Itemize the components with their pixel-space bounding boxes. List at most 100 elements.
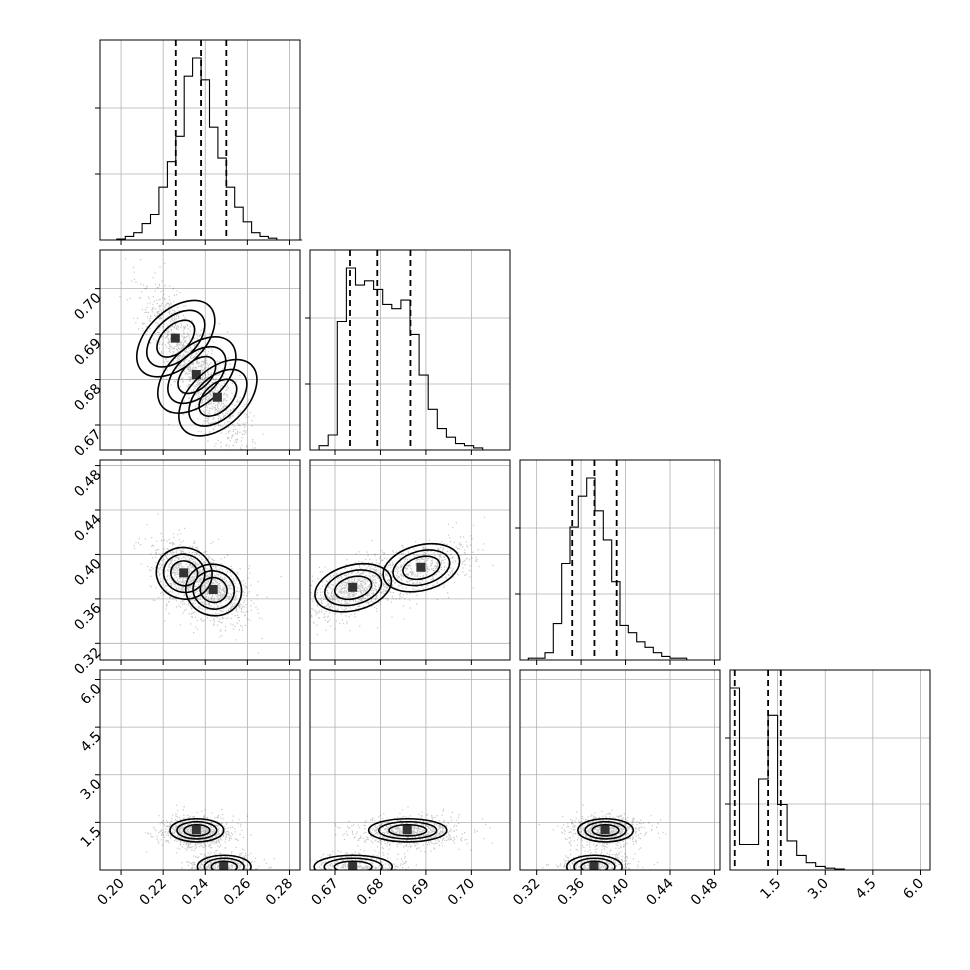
density-peak: [191, 370, 201, 379]
density-peak: [219, 861, 229, 870]
x-tick-label: 6.0: [900, 876, 927, 903]
x-tick-label: 1.5: [757, 876, 784, 903]
density-contour: [577, 817, 635, 843]
x-tick-label: 0.70: [445, 876, 478, 909]
density-contour: [392, 549, 451, 587]
density-peak: [600, 825, 610, 835]
density-contour: [210, 860, 238, 870]
panel-content: [310, 806, 493, 870]
density-contour: [382, 542, 461, 593]
panel-frame: [309, 249, 511, 451]
density-contour: [313, 854, 394, 870]
density-contour: [378, 820, 438, 840]
y-tick-label: 6.0: [78, 681, 105, 708]
x-tick-label: 4.5: [853, 876, 880, 903]
x-tick-label: 0.22: [137, 876, 170, 909]
density-contour: [314, 562, 393, 613]
scatter-panel-3-2: [519, 669, 721, 871]
density-contour: [167, 345, 227, 405]
density-contour: [162, 553, 206, 594]
x-tick-label: 0.40: [599, 876, 632, 909]
panel-frame: [519, 459, 721, 661]
density-peak: [589, 861, 599, 870]
density-contour: [192, 570, 236, 610]
density-contour: [584, 820, 627, 840]
marginal-panel-2: [515, 459, 721, 661]
histogram-step: [310, 267, 510, 451]
panel-frame: [99, 459, 301, 661]
density-contour: [565, 854, 623, 870]
y-tick-label: 1.5: [78, 824, 105, 851]
density-peak: [191, 825, 201, 835]
density-contour: [196, 854, 252, 870]
density-contour: [176, 820, 218, 840]
panel-frame: [729, 669, 931, 871]
panel-frame: [99, 249, 301, 451]
density-contour: [323, 857, 383, 870]
density-contour: [591, 823, 620, 837]
panel-frame: [309, 669, 511, 871]
panel-content: [145, 804, 275, 870]
density-peak: [208, 585, 218, 594]
histogram-step: [520, 477, 720, 661]
density-contour: [333, 575, 373, 601]
density-contour: [169, 817, 225, 843]
x-tick-label: 0.36: [555, 875, 588, 908]
scatter-points: [538, 804, 667, 870]
density-contour: [199, 576, 228, 604]
x-tick-label: 0.67: [308, 876, 341, 909]
density-contour: [178, 358, 258, 437]
panel-content: [133, 513, 282, 654]
x-tick-label: 0.24: [179, 875, 212, 908]
density-contour: [333, 860, 373, 870]
scatter-panel-1-0: [99, 249, 301, 451]
scatter-panel-3-0: [99, 669, 301, 871]
scatter-panel-3-1: [309, 669, 511, 871]
density-contour: [183, 823, 211, 837]
density-contour: [185, 563, 243, 617]
marginal-panel-0: [95, 39, 303, 241]
marginal-panel-1: [305, 249, 511, 451]
density-contour: [203, 857, 245, 870]
density-contour: [580, 860, 609, 870]
density-peak: [179, 568, 189, 578]
scatter-points: [119, 258, 264, 450]
histogram-step: [100, 57, 303, 241]
panel-frame: [99, 669, 301, 871]
scatter-points: [310, 516, 494, 636]
x-tick-label: 0.69: [399, 876, 432, 909]
density-contour: [402, 555, 441, 581]
x-tick-label: 0.68: [354, 876, 387, 909]
density-contour: [155, 546, 213, 600]
density-contour: [177, 355, 217, 395]
density-contour: [573, 857, 616, 870]
density-contour: [324, 569, 383, 607]
panel-content: [538, 804, 667, 870]
panel-frame: [309, 459, 511, 661]
density-peak: [348, 861, 358, 870]
x-tick-label: 0.48: [688, 876, 721, 909]
x-tick-label: 0.44: [643, 875, 676, 908]
scatter-panel-2-1: [309, 459, 511, 661]
scatter-points: [133, 513, 282, 654]
x-tick-label: 0.20: [95, 876, 128, 909]
x-tick-label: 0.26: [221, 875, 254, 908]
x-tick-label: 0.32: [510, 876, 543, 909]
panel-frame: [519, 669, 721, 871]
panel-frame: [99, 39, 301, 241]
density-peak: [212, 392, 222, 402]
scatter-points: [145, 804, 275, 870]
scatter-panel-2-0: [99, 459, 301, 661]
panel-content: [310, 516, 494, 636]
density-contour: [367, 817, 448, 843]
scatter-points: [310, 806, 493, 870]
x-tick-label: 0.28: [263, 876, 296, 909]
density-peak: [416, 562, 426, 572]
density-peak: [348, 582, 358, 592]
density-contour: [198, 378, 238, 417]
y-tick-label: 4.5: [78, 729, 105, 756]
x-tick-label: 3.0: [805, 876, 832, 903]
density-peak: [170, 333, 180, 343]
density-peak: [402, 825, 412, 835]
